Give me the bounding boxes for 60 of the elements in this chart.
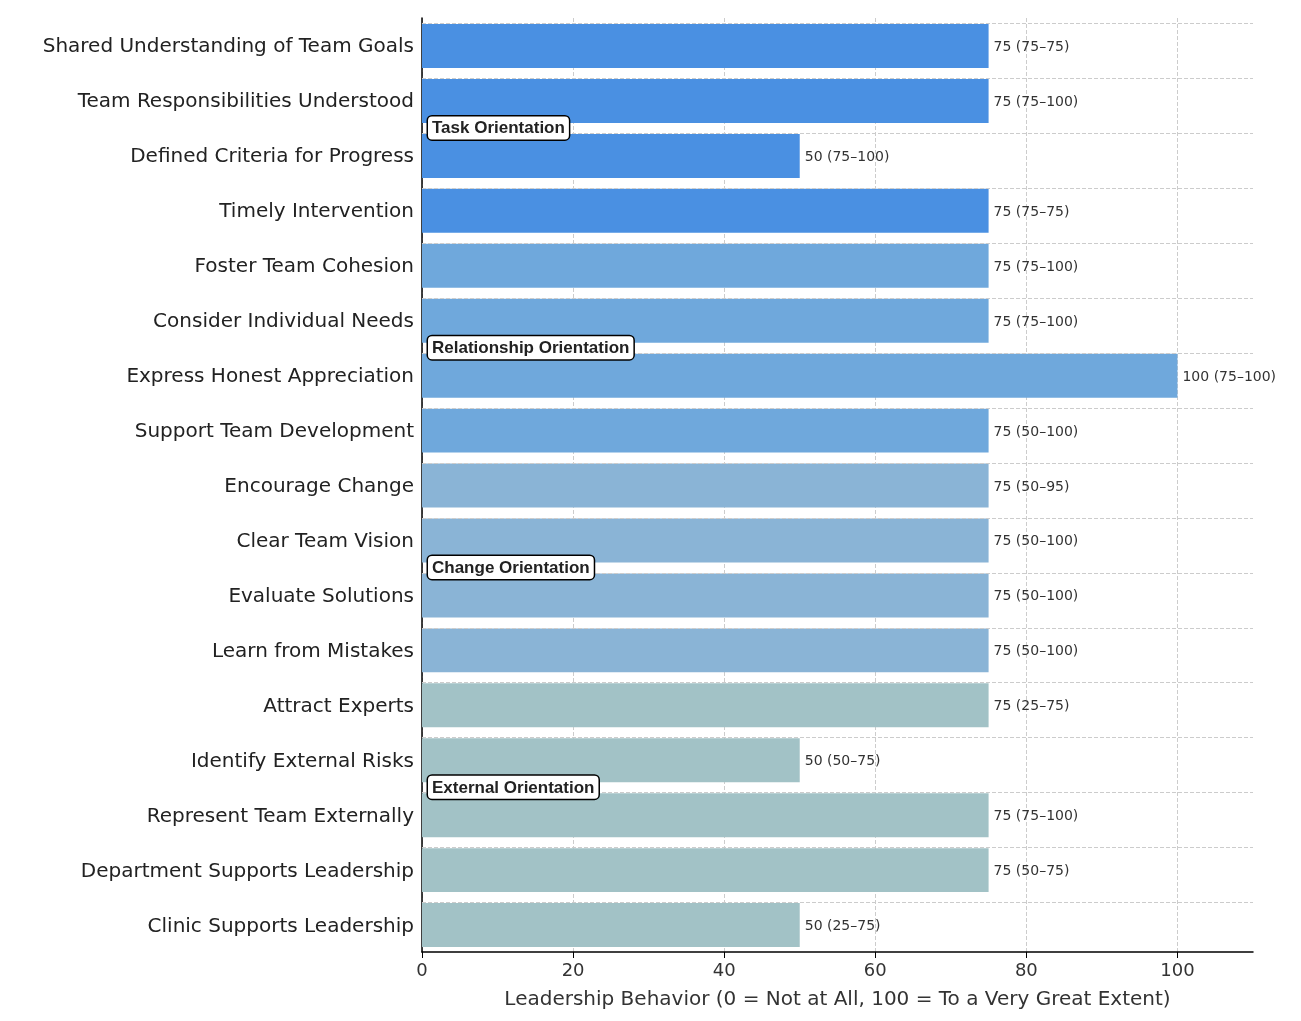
bar [422, 628, 989, 673]
x-tick-label: 20 [561, 958, 585, 980]
y-tick-label: Express Honest Appreciation [126, 363, 414, 388]
y-tick-label: Clinic Supports Leadership [147, 912, 414, 937]
data-label: 75 (75–100) [993, 312, 1079, 329]
x-tick-label: 80 [1014, 958, 1038, 980]
x-tick-label: 100 [1160, 958, 1195, 980]
data-label: 50 (25–75) [804, 917, 881, 934]
y-tick-label: Clear Team Vision [236, 527, 414, 552]
data-label: 75 (50–100) [993, 422, 1079, 439]
data-label: 100 (75–100) [1182, 367, 1277, 384]
annotation: Relationship Orientation [432, 338, 630, 358]
data-label: 75 (75–100) [993, 92, 1079, 109]
bar [422, 188, 989, 233]
y-tick-label: Foster Team Cohesion [194, 253, 414, 278]
bar [422, 903, 800, 948]
data-label: 75 (50–100) [993, 532, 1079, 549]
x-tick-label: 0 [416, 958, 428, 980]
bar [422, 683, 989, 728]
y-tick-label: Timely Intervention [218, 198, 414, 223]
annotation: Change Orientation [432, 557, 590, 577]
x-tick-label: 40 [712, 958, 736, 980]
x-tick-label: 60 [863, 958, 887, 980]
bar [422, 24, 989, 68]
bar [422, 738, 800, 783]
y-tick-label: Team Responsibilities Understood [76, 88, 414, 113]
y-tick-label: Department Supports Leadership [80, 857, 414, 882]
bar [422, 463, 989, 508]
data-label: 50 (75–100) [804, 147, 890, 164]
bar [422, 298, 989, 343]
y-tick-label: Represent Team Externally [146, 802, 415, 827]
data-label: 75 (50–100) [993, 642, 1079, 659]
bar [422, 793, 989, 838]
y-tick-label: Evaluate Solutions [228, 582, 414, 607]
data-label: 75 (75–100) [993, 807, 1079, 824]
data-label: 75 (50–95) [993, 477, 1070, 494]
bar [422, 848, 989, 893]
x-axis-title: Leadership Behavior (0 = Not at All, 100 = To a Very Great Extent) [504, 986, 1171, 1010]
data-label: 75 (75–100) [993, 257, 1079, 274]
bar [422, 518, 989, 563]
y-tick-label: Identify External Risks [190, 747, 414, 772]
y-tick-label: Defined Criteria for Progress [130, 143, 414, 168]
bar [422, 243, 989, 288]
annotation: External Orientation [432, 777, 595, 797]
bar [422, 408, 989, 453]
bar [422, 78, 989, 123]
data-label: 50 (50–75) [804, 752, 881, 769]
y-tick-label: Consider Individual Needs [153, 308, 414, 333]
annotation: Task Orientation [432, 118, 565, 138]
data-label: 75 (50–100) [993, 587, 1079, 604]
y-tick-label: Learn from Mistakes [211, 637, 414, 662]
data-label: 75 (75–75) [993, 202, 1070, 219]
bar [422, 133, 800, 178]
y-tick-label: Shared Understanding of Team Goals [42, 33, 414, 58]
y-tick-label: Support Team Development [134, 418, 415, 443]
y-tick-label: Encourage Change [224, 473, 414, 497]
data-label: 75 (50–75) [993, 862, 1070, 879]
data-label: 75 (75–75) [993, 38, 1070, 55]
y-tick-label: Attract Experts [263, 692, 414, 717]
data-label: 75 (25–75) [993, 697, 1070, 714]
